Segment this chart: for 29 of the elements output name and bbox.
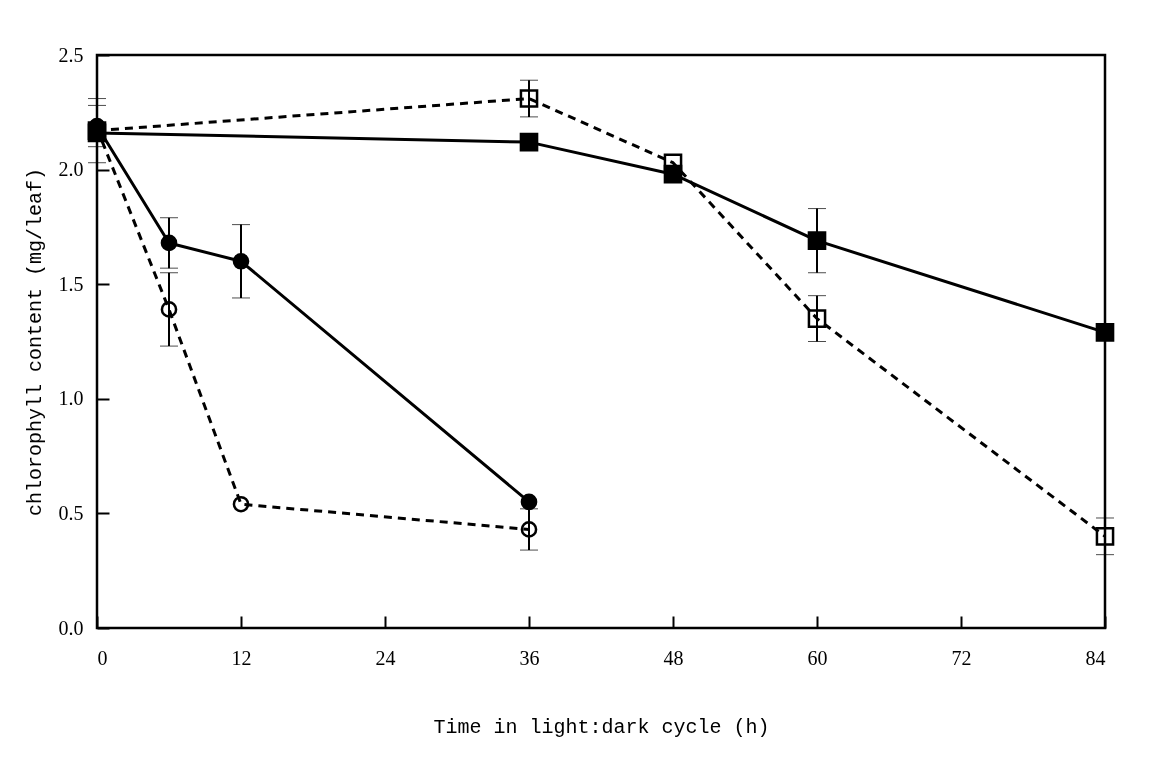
y-tick-label: 0.0 xyxy=(58,616,84,639)
x-axis-title: Time in light:dark cycle (h) xyxy=(433,715,770,739)
point xyxy=(519,132,539,152)
x-tick-label: 84 xyxy=(1085,646,1106,669)
point xyxy=(663,153,683,173)
y-tick-label: 2.5 xyxy=(58,43,84,66)
y-tick-label: 1.0 xyxy=(58,387,84,410)
x-tick-label: 72 xyxy=(951,646,972,669)
point xyxy=(232,495,250,513)
x-tick-label: 0 xyxy=(97,646,108,669)
point xyxy=(232,252,250,270)
y-tick-label: 0.5 xyxy=(58,501,84,524)
point xyxy=(807,309,827,328)
point xyxy=(807,231,827,250)
x-tick-label: 24 xyxy=(375,646,396,669)
y-tick-label: 2.0 xyxy=(58,158,84,181)
point xyxy=(1095,527,1115,546)
point xyxy=(519,89,539,108)
x-tick-label: 60 xyxy=(807,646,828,669)
point xyxy=(160,234,178,252)
x-tick-label: 12 xyxy=(231,646,252,669)
y-tick-label: 1.5 xyxy=(58,272,84,295)
y-axis-title: chlorophyll content (mg/leaf) xyxy=(23,167,47,517)
point xyxy=(520,493,538,511)
x-tick-label: 48 xyxy=(663,646,684,669)
point xyxy=(1095,323,1115,342)
x-tick-label: 36 xyxy=(519,646,540,669)
point xyxy=(160,301,178,318)
point xyxy=(520,521,538,538)
